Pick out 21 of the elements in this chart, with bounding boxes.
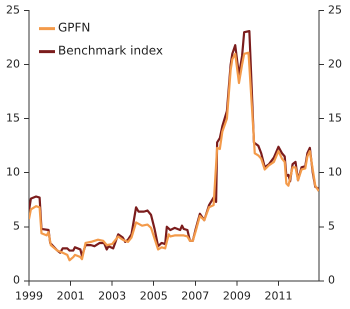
legend-label: Benchmark index bbox=[58, 44, 163, 58]
x-tick-label: 2005 bbox=[140, 289, 168, 302]
y2-tick-label: 20 bbox=[328, 58, 342, 70]
x-tick-label: 1999 bbox=[14, 289, 43, 302]
y2-tick-label: 25 bbox=[328, 3, 342, 16]
y-tick-label: 25 bbox=[6, 3, 20, 16]
x-tick-label: 2009 bbox=[222, 289, 251, 302]
x-tick-label: 2011 bbox=[264, 289, 292, 302]
x-tick-label: 2007 bbox=[181, 289, 210, 302]
y2-tick-label: 5 bbox=[328, 220, 336, 233]
x-tick-label: 2001 bbox=[56, 289, 85, 302]
y-tick-label: 10 bbox=[6, 166, 20, 179]
y2-tick-label: 10 bbox=[328, 166, 342, 179]
legend-label: GPFN bbox=[58, 20, 90, 35]
y2-tick-label: 0 bbox=[328, 274, 336, 287]
x-tick-label: 2003 bbox=[98, 289, 126, 302]
y-tick-label: 5 bbox=[12, 220, 20, 233]
y-tick-label: 0 bbox=[12, 274, 20, 287]
y-tick-label: 20 bbox=[6, 58, 20, 70]
y-tick-label: 15 bbox=[6, 112, 20, 125]
y2-tick-label: 15 bbox=[328, 112, 342, 125]
